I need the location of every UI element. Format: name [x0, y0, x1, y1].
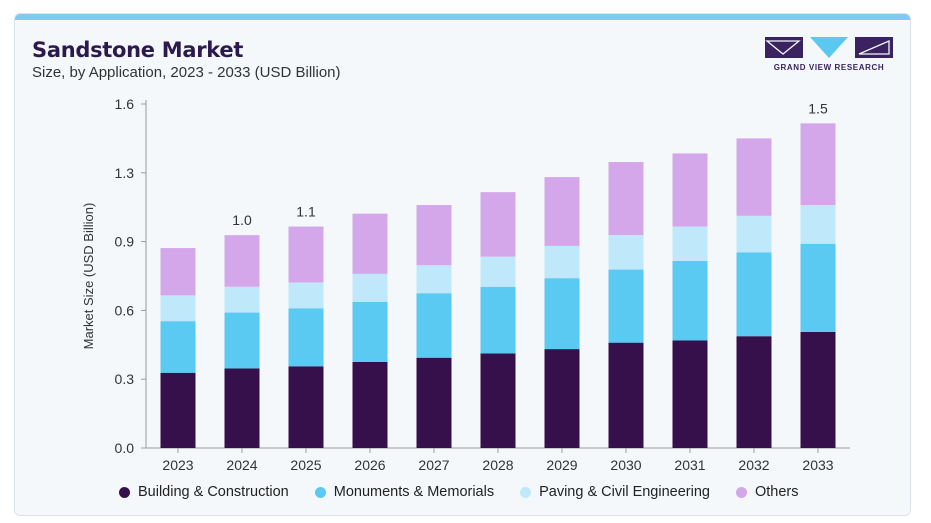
x-tick-label: 2024	[226, 457, 257, 473]
bar-segment-building-construction	[800, 331, 836, 448]
bar-segment-others	[288, 226, 324, 283]
bar-segment-others	[480, 192, 516, 257]
y-tick-label: 0.0	[115, 440, 135, 456]
legend-item: Monuments & Memorials	[314, 484, 495, 500]
x-tick-label: 2029	[546, 457, 577, 473]
x-tick-label: 2023	[162, 457, 193, 473]
bar-segment-paving-civil-engineering	[416, 265, 452, 294]
legend-label: Building & Construction	[138, 484, 289, 500]
x-tick-label: 2027	[418, 457, 449, 473]
bar-segment-monuments-memorials	[736, 252, 772, 337]
brand-name: GRAND VIEW RESEARCH	[773, 63, 885, 72]
bar-segment-building-construction	[544, 349, 580, 448]
bar-segment-paving-civil-engineering	[544, 245, 580, 279]
bar-segment-building-construction	[224, 368, 260, 448]
y-tick-label: 0.3	[115, 371, 135, 387]
x-tick-label: 2025	[290, 457, 321, 473]
accent-bar	[15, 14, 910, 20]
bar-segment-monuments-memorials	[480, 286, 516, 354]
legend-item: Others	[735, 484, 799, 500]
bar-segment-building-construction	[288, 366, 324, 448]
y-tick-label: 1.6	[115, 96, 135, 112]
x-tick-label: 2031	[674, 457, 705, 473]
bar-segment-others	[736, 138, 772, 216]
bar-segment-others	[544, 177, 580, 246]
x-tick-label: 2033	[802, 457, 833, 473]
y-tick-label: 0.6	[115, 302, 135, 318]
grand-view-research-logo	[765, 37, 893, 58]
bar-segment-building-construction	[160, 372, 196, 448]
chart-title: Sandstone Market	[32, 38, 244, 62]
legend-swatch	[119, 486, 130, 498]
bar-segment-monuments-memorials	[800, 243, 836, 332]
x-tick-label: 2028	[482, 457, 513, 473]
bar-segment-paving-civil-engineering	[672, 226, 708, 261]
bar-segment-paving-civil-engineering	[352, 273, 388, 302]
bar-segment-others	[160, 248, 196, 296]
bar-segment-paving-civil-engineering	[224, 286, 260, 313]
stacked-bar-chart: 0.0 0.3 0.6 0.9 1.3 1.6 Market Size (USD Billi…	[81, 96, 850, 473]
legend-label: Others	[754, 484, 799, 500]
legend-swatch	[314, 486, 326, 498]
bar-segment-building-construction	[352, 362, 388, 448]
chart-card: Sandstone Market Size, by Application, 2…	[14, 13, 911, 516]
legend-swatch	[735, 486, 747, 498]
chart-legend: Building & Construction Monuments & Memor…	[119, 484, 824, 500]
y-tick-label: 0.9	[115, 234, 135, 250]
bar-segment-monuments-memorials	[672, 260, 708, 341]
x-tick-label: 2030	[610, 457, 641, 473]
bar-segment-building-construction	[480, 353, 516, 448]
bar-segment-paving-civil-engineering	[736, 215, 772, 253]
bar-segment-building-construction	[608, 342, 644, 448]
legend-item: Paving & Civil Engineering	[520, 484, 710, 500]
bar-segment-others	[416, 205, 452, 266]
data-label: 1.0	[232, 212, 252, 228]
bar-segment-paving-civil-engineering	[480, 256, 516, 287]
legend-swatch	[520, 486, 532, 498]
y-axis-label: Market Size (USD Billion)	[81, 203, 96, 350]
x-tick-label: 2032	[738, 457, 769, 473]
bar-segment-paving-civil-engineering	[160, 295, 196, 322]
bar-segment-others	[608, 162, 644, 236]
bar-segment-building-construction	[736, 336, 772, 448]
bar-segment-others	[352, 213, 388, 274]
bar-segment-others	[224, 235, 260, 287]
bar-segment-building-construction	[672, 340, 708, 448]
y-tick-label: 1.3	[115, 165, 135, 181]
bar-segment-paving-civil-engineering	[288, 282, 324, 309]
bar-segment-others	[672, 153, 708, 227]
data-label: 1.1	[296, 204, 316, 220]
bar-segment-monuments-memorials	[288, 308, 324, 367]
bar-segment-building-construction	[416, 357, 452, 448]
bar-segment-monuments-memorials	[352, 301, 388, 362]
bar-segment-monuments-memorials	[608, 269, 644, 343]
legend-label: Monuments & Memorials	[333, 484, 495, 500]
bar-segment-monuments-memorials	[224, 312, 260, 369]
bar-segment-others	[800, 123, 836, 206]
bar-segment-monuments-memorials	[416, 293, 452, 358]
chart-subtitle: Size, by Application, 2023 - 2033 (USD B…	[32, 64, 341, 81]
bar-segment-paving-civil-engineering	[608, 235, 644, 270]
legend-item: Building & Construction	[119, 484, 289, 500]
bar-segment-monuments-memorials	[544, 278, 580, 350]
legend-label: Paving & Civil Engineering	[539, 484, 710, 500]
bar-segment-monuments-memorials	[160, 321, 196, 373]
bar-segment-paving-civil-engineering	[800, 205, 836, 244]
x-tick-label: 2026	[354, 457, 385, 473]
data-label: 1.5	[808, 100, 828, 116]
